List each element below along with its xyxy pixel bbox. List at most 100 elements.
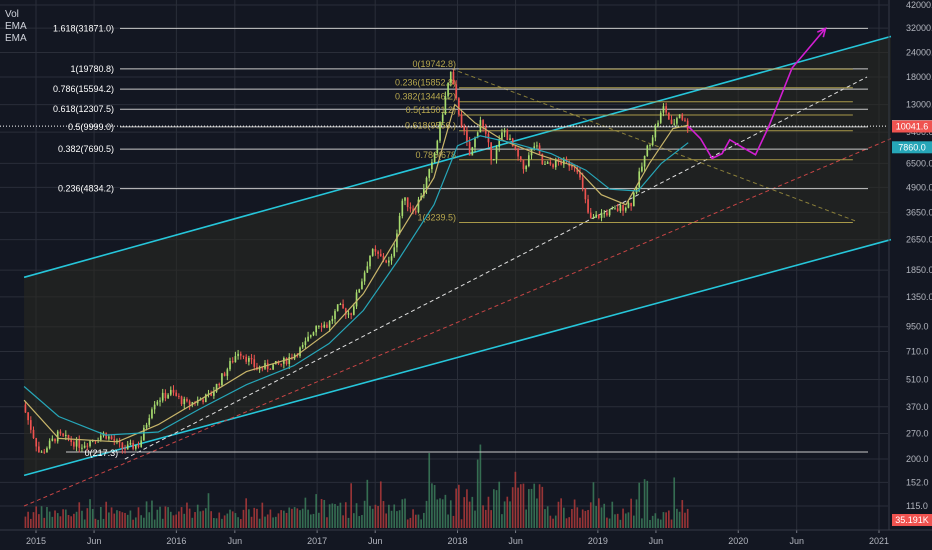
volume-bar [108,512,110,528]
candle-body [377,251,379,254]
candle-body [132,442,134,449]
candle-body [51,438,54,441]
ema-lines [23,103,689,443]
candle-body [638,171,641,188]
volume-bar [134,517,137,528]
volume-bar [226,513,229,528]
volume-bar [528,489,530,528]
volume-bar [288,507,291,528]
volume-bar [78,502,81,528]
legend-vol[interactable]: Vol [5,9,19,20]
volume-bar [363,500,366,528]
candle-body [145,424,148,428]
volume-bar [382,501,385,528]
candle-body [159,400,161,402]
volume-bar [511,487,514,528]
volume-bar [530,488,533,528]
candle-body [89,440,91,447]
fib-level-label: 0.382(7690.5) [58,144,114,154]
price-tick-label: 24000.0 [906,48,932,58]
candle-body [374,249,377,252]
candle-body [401,200,404,216]
candle-body [307,336,309,342]
volume-bar [43,517,46,528]
volume-bar [245,498,248,528]
volume-bar [326,517,328,528]
volume-bar [70,516,73,528]
candle-body [301,345,304,348]
volume-bar [331,503,334,528]
candle-body [272,364,274,370]
candle-body [46,448,48,453]
candle-body [358,289,361,293]
legend-ema-2[interactable]: EMA [5,33,27,44]
fib-level-label: 1(19780.8) [70,64,114,74]
volume-bar [129,510,132,528]
volume-bar [344,502,347,528]
volume-bar [27,511,29,528]
candle-body [379,253,382,256]
volume-bar [563,507,565,528]
candle-body [355,292,358,307]
candle-body [603,212,606,214]
candle-body [134,445,137,449]
volume-bar [110,507,113,528]
candle-body [560,161,562,165]
time-axis[interactable]: 2015 Jun 2016 Jun 2017 Jun 2018 Jun 2019 Jun 2020 J… [0,529,932,546]
candle-body [681,114,684,120]
candle-body [245,356,248,362]
candle-body [62,433,64,436]
volume-bar [355,503,358,528]
candle-body [393,247,396,257]
volume-bar [83,519,86,528]
candle-body [108,436,110,439]
candle-body [248,358,250,362]
volume-bar [151,500,153,528]
candle-body [646,145,649,157]
candle-body [280,363,283,365]
candle-body [398,215,401,234]
volume-bar [476,459,479,528]
trend-olive-dashed [451,68,856,222]
candle-body [234,356,237,363]
volume-bar [522,483,525,528]
volume-bar [646,480,649,528]
candle-body [38,446,40,452]
volume-bar [579,517,581,528]
volume-bar [425,500,428,528]
candle-body [423,188,425,197]
candle-body [331,318,334,322]
candle-body [536,145,538,147]
volume-bar [667,510,670,528]
candle-body [361,281,363,290]
volume-bar [366,479,369,528]
candle-body [554,160,557,168]
candle-body [29,420,32,430]
volume-bar [657,518,659,528]
volume-bar [487,496,490,528]
candle-body [64,434,67,436]
candle-body [366,266,369,273]
volume-bar [546,506,549,528]
candle-body [616,208,619,211]
candle-body [204,394,207,403]
volume-bar [156,509,159,528]
volume-bar [449,500,452,528]
candle-body [501,132,503,139]
candle-body [363,272,366,282]
volume-bar [673,477,676,528]
volume-bar [412,509,414,528]
candle-body [188,401,191,405]
legend-ema-1[interactable]: EMA [5,21,27,32]
candle-body [83,445,86,448]
candle-body [589,212,592,219]
candle-body [458,98,460,115]
price-tick-label: 950.0 [906,322,929,332]
candle-body [651,137,654,146]
volume-bar [495,490,498,528]
candle-body [202,399,204,403]
candle-body [490,142,492,160]
volume-bar [385,513,387,528]
candle-body [178,395,180,397]
